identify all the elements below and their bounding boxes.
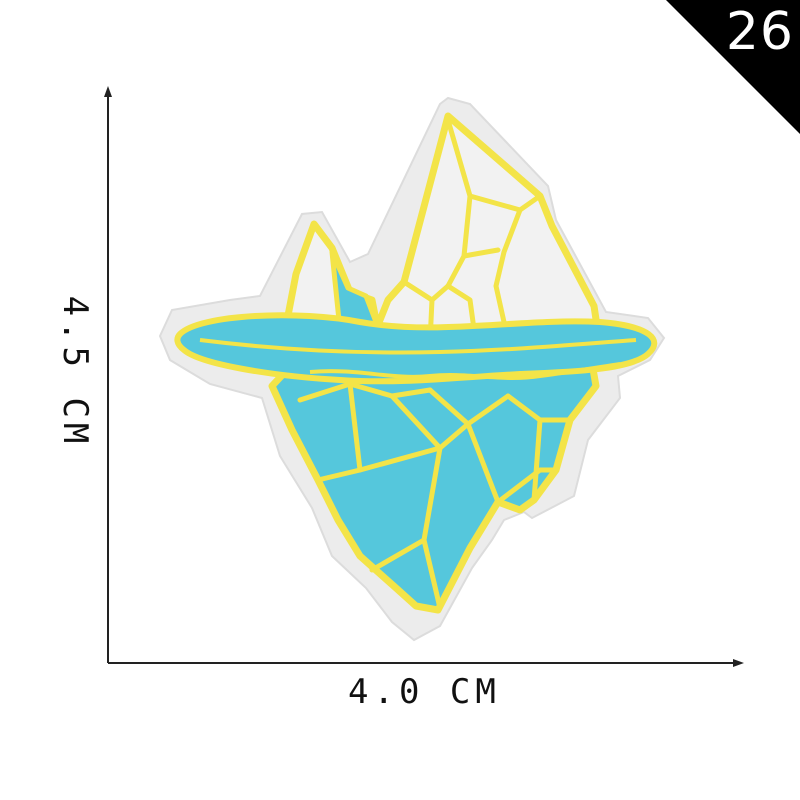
- height-axis-arrow-icon: [104, 86, 112, 97]
- dimension-axes: [104, 86, 744, 667]
- water-surface-ring: [174, 312, 658, 385]
- corner-badge-number: 26: [725, 2, 794, 62]
- corner-badge-triangle: [666, 0, 800, 134]
- height-dimension-label: 4.5 CM: [55, 295, 95, 449]
- water-surface-inner-line: [199, 338, 637, 355]
- underwater-facet-lines: [297, 381, 573, 611]
- width-dimension-label: 4.0 CM: [348, 672, 501, 712]
- water-surface-wave-line: [309, 362, 621, 380]
- peak-facet-lines: [401, 117, 543, 347]
- width-axis-arrow-icon: [733, 659, 744, 667]
